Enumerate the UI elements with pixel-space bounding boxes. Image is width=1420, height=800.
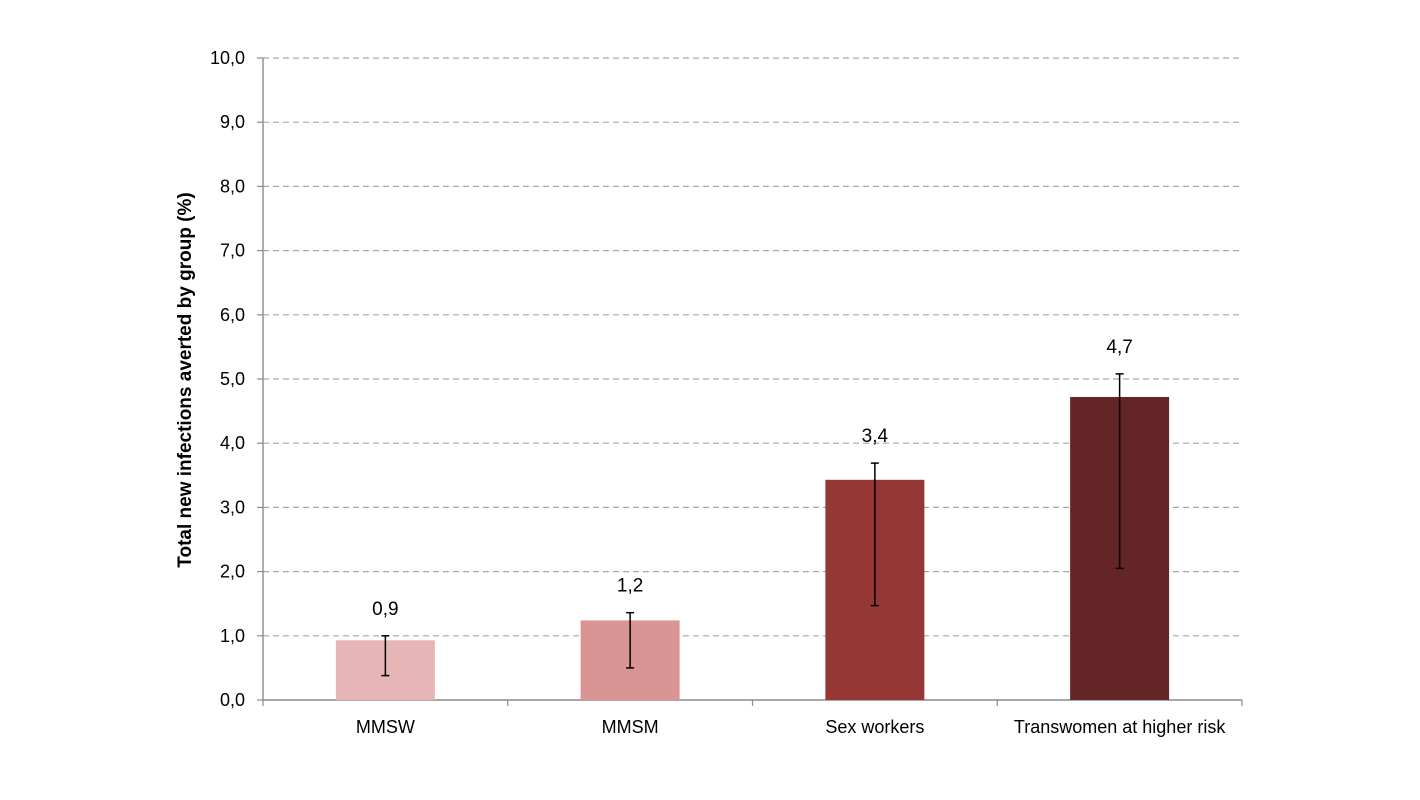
y-tick-label: 7,0 (220, 241, 245, 261)
y-tick-label: 8,0 (220, 176, 245, 196)
x-tick-label: Sex workers (825, 717, 924, 737)
data-label: 0,9 (372, 599, 398, 620)
data-label: 1,2 (617, 576, 643, 597)
y-tick-label: 9,0 (220, 112, 245, 132)
bars (335, 396, 1170, 700)
y-tick-label: 10,0 (210, 48, 245, 68)
error-bars (381, 373, 1124, 677)
y-tick-label: 1,0 (220, 626, 245, 646)
y-tick-label: 6,0 (220, 305, 245, 325)
data-labels: 0,9 1,2 3,4 4,7 (372, 337, 1133, 620)
data-label: 4,7 (1106, 337, 1132, 358)
x-tick-label: MMSM (602, 717, 659, 737)
x-tick-label: MMSW (356, 717, 415, 737)
y-tick-label: 2,0 (220, 562, 245, 582)
y-tick-label: 3,0 (220, 497, 245, 517)
data-label: 3,4 (862, 426, 889, 447)
y-axis-title: Total new infections averted by group (%… (175, 192, 196, 567)
y-tick-label: 0,0 (220, 690, 245, 710)
x-tick-label: Transwomen at higher risk (1014, 717, 1226, 737)
y-tick-label: 4,0 (220, 433, 245, 453)
y-tick-label: 5,0 (220, 369, 245, 389)
